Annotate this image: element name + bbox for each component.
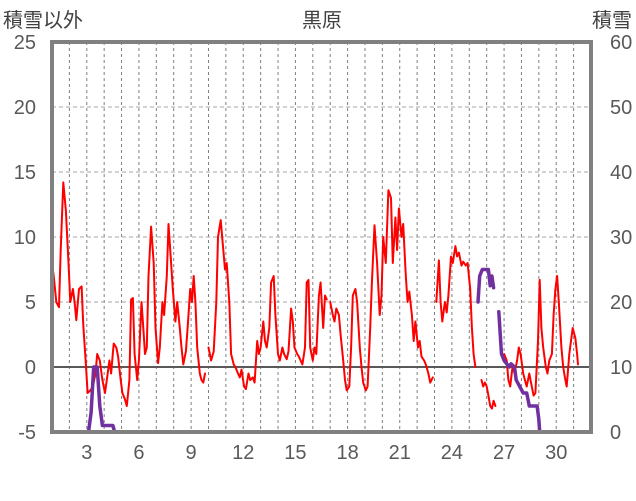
- chart-title: 黒原: [302, 8, 342, 32]
- temperature-line: [480, 379, 497, 410]
- left-y-tick-label: 15: [14, 162, 36, 184]
- right-y-tick-label: 0: [610, 422, 621, 444]
- snow-depth-line: [497, 310, 542, 434]
- right-y-tick-label: 60: [610, 32, 632, 54]
- temperature-line: [51, 181, 206, 407]
- right-axis-label: 積雪: [592, 8, 632, 32]
- series-lines: [50, 181, 579, 434]
- x-tick-label: 3: [81, 442, 92, 464]
- x-tick-label: 18: [336, 442, 358, 464]
- x-tick-label: 30: [545, 442, 567, 464]
- left-y-tick-label: 0: [25, 357, 36, 379]
- x-tick-label: 6: [133, 442, 144, 464]
- right-y-tick-label: 30: [610, 227, 632, 249]
- left-axis-label: 積雪以外: [3, 8, 83, 32]
- x-tick-label: 15: [284, 442, 306, 464]
- x-tick-label: 21: [389, 442, 411, 464]
- x-tick-label: 24: [441, 442, 463, 464]
- temperature-line: [503, 275, 579, 397]
- right-y-tick-label: 20: [610, 292, 632, 314]
- left-y-tick-label: 5: [25, 292, 36, 314]
- x-tick-label: 27: [493, 442, 515, 464]
- right-y-tick-label: 50: [610, 97, 632, 119]
- left-y-tick-label: -5: [18, 422, 36, 444]
- right-y-tick-label: 40: [610, 162, 632, 184]
- temperature-line: [207, 219, 328, 391]
- x-tick-label: 9: [186, 442, 197, 464]
- temperature-line: [435, 245, 477, 368]
- snow-depth-line: [50, 365, 209, 434]
- plot-frame: [50, 40, 593, 434]
- snow-depth-line: [476, 267, 496, 304]
- x-tick-label: 12: [232, 442, 254, 464]
- right-y-tick-label: 10: [610, 357, 632, 379]
- left-y-tick-label: 10: [14, 227, 36, 249]
- left-y-tick-label: 25: [14, 32, 36, 54]
- gridlines: [52, 42, 591, 432]
- temperature-line: [329, 189, 434, 392]
- left-y-tick-label: 20: [14, 97, 36, 119]
